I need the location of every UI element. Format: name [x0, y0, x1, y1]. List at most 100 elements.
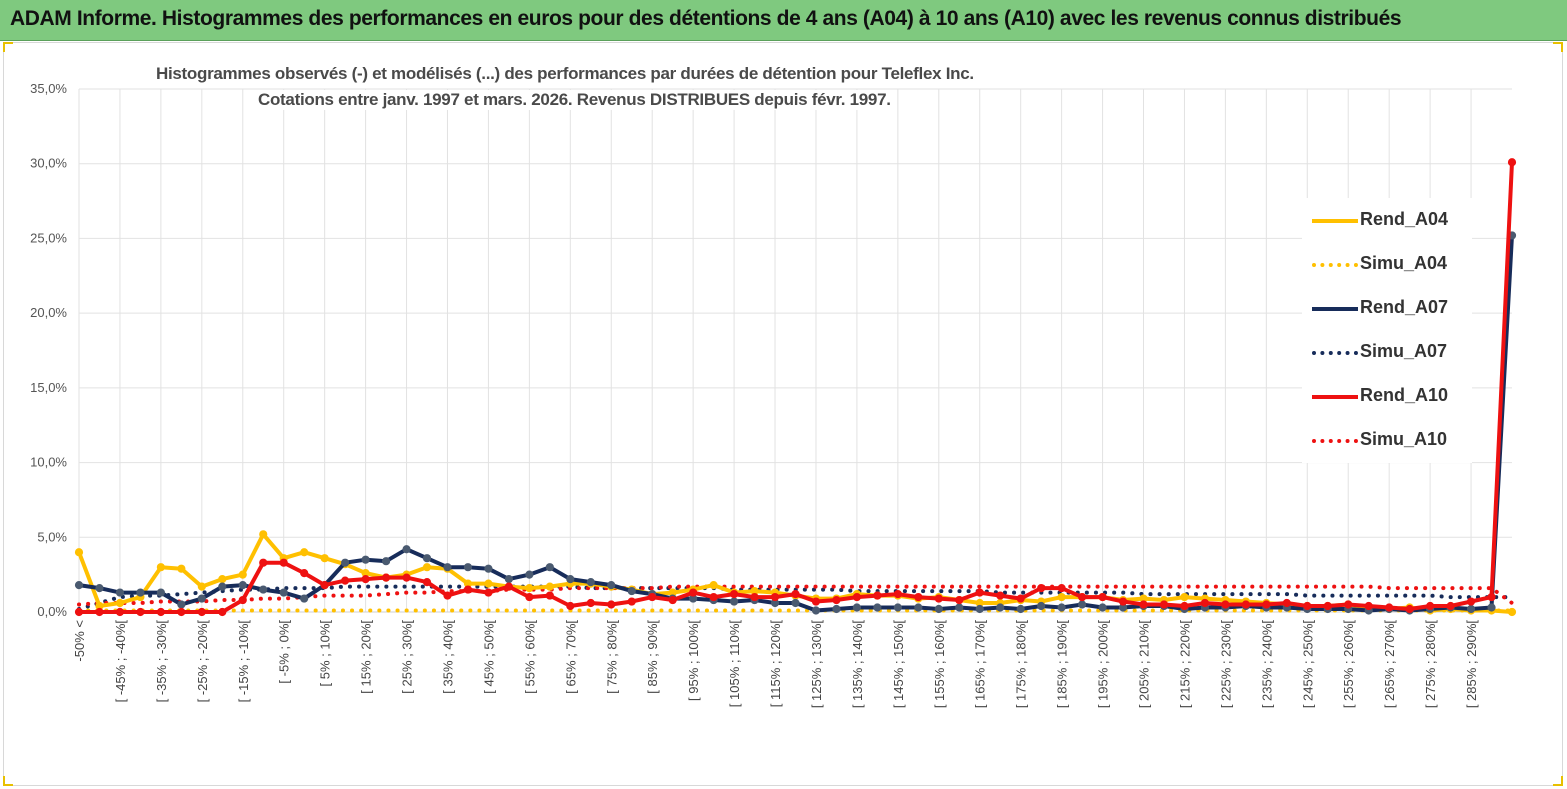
data-point-rend_a04 [115, 598, 125, 608]
data-point-rend_a07 [422, 554, 432, 563]
data-point-rend_a04 [320, 554, 329, 563]
data-point-rend_a07 [607, 581, 616, 590]
legend-swatch [1312, 263, 1358, 267]
data-point-rend_a10 [484, 588, 493, 597]
data-point-rend_a07 [361, 555, 370, 564]
data-point-rend_a10 [300, 569, 309, 578]
x-tick-label: [ -35% ; -30%[ [154, 620, 169, 703]
frame-corner-handle [3, 42, 13, 52]
report-banner: ADAM Informe. Histogrammes des performan… [0, 0, 1567, 41]
data-point-rend_a10 [1078, 592, 1087, 602]
data-point-rend_a07 [729, 597, 739, 606]
data-point-rend_a10 [1282, 598, 1291, 608]
data-point-rend_a10 [1344, 600, 1353, 609]
data-point-rend_a10 [74, 607, 84, 617]
series-layer [74, 158, 1517, 617]
frame-corner-handle [1553, 42, 1563, 52]
data-point-rend_a07 [1487, 603, 1496, 612]
data-point-rend_a10 [443, 591, 452, 600]
chart-title-line-1: Histogrammes observés (-) et modélisés (… [152, 64, 978, 84]
data-point-rend_a10 [545, 591, 554, 600]
data-point-rend_a07 [566, 575, 575, 584]
data-point-rend_a07 [914, 603, 923, 612]
data-point-rend_a07 [996, 603, 1005, 612]
data-point-rend_a07 [852, 603, 862, 612]
y-tick-label: 5,0% [37, 529, 67, 544]
data-point-rend_a07 [1016, 604, 1025, 614]
data-point-rend_a10 [1016, 594, 1025, 603]
data-point-rend_a04 [238, 570, 247, 579]
data-point-rend_a10 [1303, 601, 1312, 611]
x-tick-label: [ 175% ; 180%[ [1014, 620, 1029, 709]
data-point-rend_a10 [1139, 600, 1148, 609]
data-point-rend_a10 [504, 582, 513, 591]
x-tick-label: [ 285% ; 290%[ [1464, 620, 1479, 709]
data-point-rend_a10 [1364, 601, 1373, 611]
x-tick-label: [ 265% ; 270%[ [1382, 620, 1397, 709]
x-tick-label: [ 105% ; 110%[ [727, 620, 742, 708]
data-point-rend_a10 [422, 578, 432, 587]
data-point-rend_a10 [1180, 601, 1189, 611]
data-point-rend_a07 [443, 563, 452, 572]
data-point-rend_a10 [1426, 601, 1435, 611]
y-tick-label: 30,0% [30, 156, 67, 171]
grid-layer [78, 88, 1512, 613]
x-tick-label: [ 185% ; 190%[ [1055, 620, 1070, 709]
data-point-rend_a07 [1078, 600, 1087, 609]
legend-label: Simu_A07 [1360, 341, 1448, 361]
data-point-rend_a10 [996, 591, 1005, 600]
x-tick-label: [ 5% ; 10%[ [318, 620, 333, 687]
legend-label: Simu_A04 [1360, 253, 1448, 273]
data-point-rend_a04 [156, 563, 165, 572]
data-point-rend_a10 [238, 595, 247, 605]
x-tick-label: [ -15% ; -10%[ [236, 620, 251, 703]
x-tick-label: [ -5% ; 0%[ [277, 620, 292, 684]
data-point-rend_a04 [197, 582, 206, 591]
data-point-rend_a04 [1180, 592, 1189, 602]
x-tick-label: [ 145% ; 150%[ [891, 620, 906, 709]
data-point-rend_a07 [1057, 603, 1066, 612]
data-point-rend_a07 [74, 581, 84, 590]
legend-swatch [1312, 351, 1358, 355]
legend-item-rend_a10: Rend_A10 [1302, 384, 1472, 408]
data-point-rend_a10 [115, 607, 125, 617]
data-point-rend_a04 [709, 581, 718, 590]
data-point-rend_a07 [341, 558, 350, 567]
x-tick-label: [ 165% ; 170%[ [973, 620, 988, 709]
x-tick-label: [ 195% ; 200%[ [1096, 620, 1111, 709]
data-point-rend_a10 [95, 607, 104, 617]
report-title: ADAM Informe. Histogrammes des performan… [10, 7, 1402, 30]
frame-corner-handle [3, 776, 13, 786]
x-tick-label: [ 275% ; 280%[ [1423, 620, 1438, 709]
data-point-rend_a07 [525, 570, 534, 579]
series-line-simu_a07 [77, 584, 1514, 611]
x-tick-label: [ 155% ; 160%[ [932, 620, 947, 709]
x-tick-label: [ 135% ; 140%[ [850, 620, 865, 709]
data-point-rend_a10 [320, 581, 329, 590]
data-point-rend_a04 [177, 564, 186, 573]
data-point-rend_a10 [586, 598, 595, 608]
data-point-rend_a10 [729, 589, 739, 599]
data-point-rend_a10 [1385, 603, 1394, 612]
data-point-rend_a07 [504, 575, 513, 584]
data-point-rend_a04 [74, 548, 84, 557]
chart-title-line-2: Cotations entre janv. 1997 et mars. 2026… [254, 90, 895, 110]
data-point-rend_a04 [1507, 607, 1517, 617]
data-point-rend_a10 [218, 607, 227, 617]
data-point-rend_a07 [1098, 603, 1107, 612]
data-point-rend_a07 [975, 604, 984, 614]
data-point-rend_a10 [832, 595, 841, 605]
data-point-rend_a07 [197, 594, 206, 603]
data-point-rend_a10 [259, 558, 268, 567]
x-tick-label: [ -45% ; -40%[ [113, 620, 128, 703]
data-point-rend_a07 [934, 604, 943, 614]
x-tick-label: [ 45% ; 50%[ [481, 620, 496, 694]
data-point-rend_a04 [545, 582, 554, 591]
data-point-rend_a07 [627, 586, 636, 596]
data-point-rend_a10 [914, 592, 923, 602]
axis-layer: 0,0% 5,0% 10,0% 15,0% 20,0% 25,0% 30,0% 35,0% -5… [30, 81, 1512, 708]
x-tick-label: [ -25% ; -20%[ [195, 620, 210, 703]
data-point-rend_a10 [1057, 583, 1066, 593]
x-tick-label: [ 95% ; 100%[ [686, 620, 701, 701]
data-point-rend_a10 [1405, 604, 1414, 614]
